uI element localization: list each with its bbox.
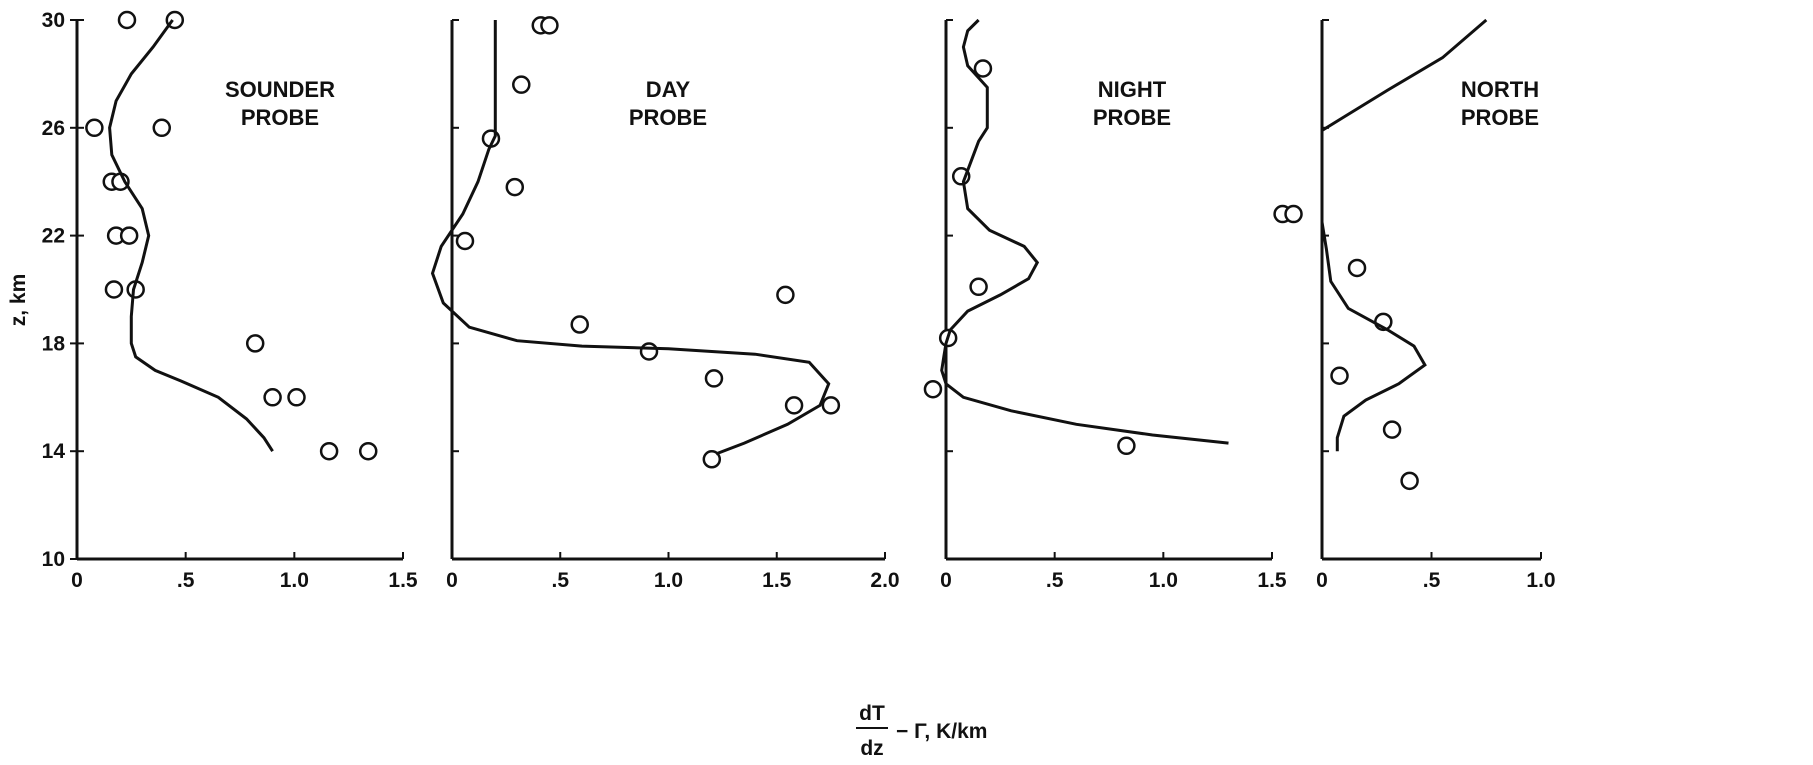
data-point — [776, 285, 795, 305]
data-point — [969, 277, 988, 297]
data-point — [570, 315, 589, 334]
y-axis-title: z, km — [7, 274, 30, 327]
data-point — [821, 396, 841, 415]
data-point — [639, 342, 659, 361]
data-point — [245, 334, 265, 353]
x-axis-title-denominator: dz — [860, 737, 883, 760]
data-point — [1330, 366, 1349, 385]
panel-label-line: PROBE — [629, 105, 707, 130]
y-tick-label: 30 — [42, 9, 65, 32]
x-tick-label: 0 — [1316, 569, 1328, 592]
data-point — [784, 396, 804, 415]
panel-label-line: NORTH — [1461, 77, 1539, 102]
x-tick-label: 2.0 — [870, 569, 899, 592]
x-tick-label: 1.5 — [1257, 569, 1287, 592]
x-tick-label: 0 — [71, 569, 83, 592]
data-point — [152, 118, 172, 138]
y-tick-label: 22 — [42, 225, 65, 248]
x-tick-label: 1.0 — [280, 569, 309, 592]
x-tick-label: .5 — [177, 569, 195, 592]
y-tick-label: 18 — [42, 332, 66, 355]
y-tick-label: 14 — [42, 440, 66, 463]
x-tick-label: .5 — [1046, 569, 1064, 592]
data-point — [263, 388, 282, 407]
fitted-curve — [108, 19, 274, 453]
data-point — [1382, 420, 1402, 439]
x-axis-title: dT dz − Γ, K/km — [856, 702, 987, 760]
data-point — [540, 16, 559, 35]
y-tick-label: 10 — [42, 548, 65, 571]
panel-label-line: NIGHT — [1098, 77, 1167, 102]
panel-2: 0 .5 1.0 1.5 2.0 DAY PROBE — [430, 16, 900, 592]
data-point — [319, 441, 339, 461]
x-tick-label: 1.5 — [762, 569, 792, 592]
data-point — [1284, 204, 1303, 224]
data-point — [358, 441, 378, 461]
x-axis-title-text: − Γ, K/km — [896, 720, 987, 743]
fitted-curve — [940, 18, 1229, 445]
fitted-curve — [1320, 18, 1488, 452]
data-point — [119, 226, 139, 245]
data-point — [104, 280, 124, 299]
x-tick-label: 0 — [940, 569, 952, 592]
panel-label-line: PROBE — [1093, 105, 1171, 130]
panel-3: 0 .5 1.0 1.5 NIGHT PROBE — [923, 18, 1287, 592]
x-tick-label: 1.5 — [388, 569, 418, 592]
data-point — [455, 231, 475, 251]
y-tick-label: 26 — [42, 117, 65, 140]
panel-label-line: SOUNDER — [225, 77, 335, 102]
panel-label-line: DAY — [646, 77, 691, 102]
data-point — [287, 388, 306, 407]
data-point — [1347, 258, 1367, 278]
data-point — [923, 379, 943, 399]
panel-1: 10 14 18 22 26 30 0 .5 1.0 1.5 SOUNDER PROBE — [42, 9, 418, 592]
panel-4: 0 .5 1.0 NORTH PROBE — [1273, 18, 1556, 592]
data-point — [704, 369, 724, 388]
data-point — [702, 450, 722, 469]
data-point — [1400, 471, 1419, 491]
x-tick-label: .5 — [1423, 569, 1441, 592]
data-point — [505, 177, 525, 197]
panel-label-line: PROBE — [1461, 105, 1539, 130]
x-tick-label: 1.0 — [1149, 569, 1178, 592]
data-point — [85, 118, 104, 138]
x-tick-label: .5 — [551, 569, 569, 592]
panel-label-line: PROBE — [241, 105, 319, 130]
x-tick-label: 0 — [446, 569, 458, 592]
data-point — [973, 59, 993, 78]
data-point — [512, 75, 531, 94]
x-tick-label: 1.0 — [654, 569, 683, 592]
fitted-curve — [430, 20, 831, 456]
x-axis-title-numerator: dT — [859, 702, 885, 725]
data-point — [1117, 436, 1136, 456]
x-tick-label: 1.0 — [1526, 569, 1555, 592]
data-point — [117, 10, 137, 30]
